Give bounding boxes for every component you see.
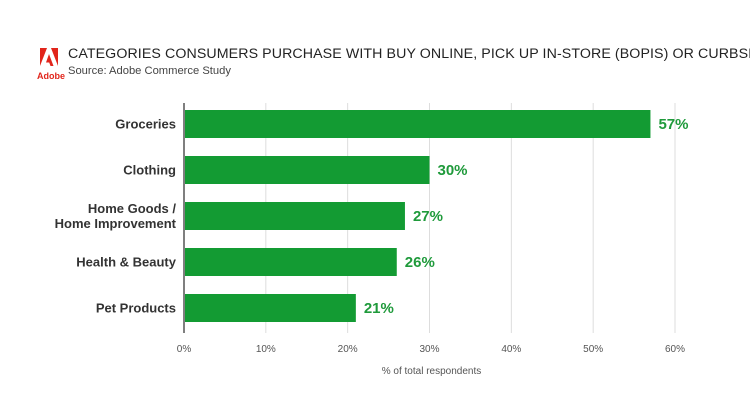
data-label: 57% <box>658 116 688 133</box>
x-tick-label: 60% <box>665 344 685 355</box>
adobe-logo-icon: Adobe <box>37 46 65 81</box>
chart-header: Adobe CATEGORIES CONSUMERS PURCHASE WITH… <box>37 44 750 84</box>
data-label: 21% <box>364 300 394 317</box>
data-label: 27% <box>413 208 443 225</box>
category-label: Health & Beauty <box>76 255 176 270</box>
bar <box>185 110 651 138</box>
category-label: Clothing <box>123 163 176 178</box>
x-axis-title: % of total respondents <box>382 366 482 377</box>
category-label: Pet Products <box>96 301 176 316</box>
chart-source: Source: Adobe Commerce Study <box>68 65 231 77</box>
x-tick-label: 40% <box>501 344 521 355</box>
bar <box>185 294 356 322</box>
bar <box>185 156 430 184</box>
x-tick-label: 0% <box>177 344 192 355</box>
data-label: 30% <box>438 162 468 179</box>
bar <box>185 248 397 276</box>
category-label: Groceries <box>115 117 176 132</box>
x-tick-label: 30% <box>419 344 439 355</box>
category-label: Home Goods / <box>88 201 177 216</box>
chart-title: CATEGORIES CONSUMERS PURCHASE WITH BUY O… <box>68 46 750 62</box>
data-label: 26% <box>405 254 435 271</box>
x-tick-label: 10% <box>256 344 276 355</box>
bar <box>185 202 405 230</box>
x-tick-label: 20% <box>338 344 358 355</box>
category-label: Home Improvement <box>55 216 177 231</box>
x-tick-label: 50% <box>583 344 603 355</box>
brand-name: Adobe <box>37 71 65 81</box>
